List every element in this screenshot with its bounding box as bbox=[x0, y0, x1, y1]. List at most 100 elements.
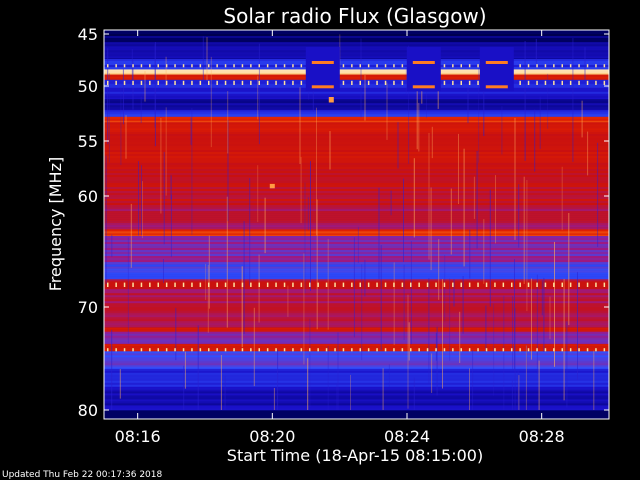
periodic-mark bbox=[527, 64, 530, 68]
periodic-mark bbox=[140, 282, 143, 287]
heatmap-band bbox=[104, 305, 609, 308]
noise-streak bbox=[535, 38, 537, 64]
periodic-mark bbox=[216, 64, 218, 68]
noise-streak bbox=[127, 237, 129, 344]
noise-streak bbox=[277, 349, 279, 410]
periodic-mark bbox=[107, 348, 109, 352]
periodic-mark bbox=[401, 64, 404, 68]
periodic-mark bbox=[191, 64, 193, 68]
periodic-mark bbox=[502, 348, 505, 352]
heatmap-band bbox=[104, 335, 609, 338]
heatmap-band bbox=[104, 407, 609, 410]
noise-streak bbox=[165, 56, 167, 86]
heatmap-band bbox=[104, 103, 609, 106]
periodic-mark bbox=[519, 348, 521, 352]
heatmap-band bbox=[104, 327, 609, 328]
periodic-mark bbox=[511, 348, 513, 352]
heatmap-band bbox=[104, 295, 609, 298]
noise-streak bbox=[431, 353, 433, 393]
heatmap-band bbox=[104, 343, 609, 345]
periodic-mark bbox=[199, 282, 202, 287]
periodic-mark bbox=[452, 348, 454, 352]
noise-streak bbox=[517, 370, 519, 410]
noise-streak bbox=[538, 360, 540, 410]
noise-streak bbox=[435, 332, 437, 361]
noise-streak bbox=[226, 196, 228, 328]
periodic-mark bbox=[342, 64, 345, 68]
heatmap-band bbox=[104, 386, 609, 390]
heatmap-band bbox=[104, 185, 609, 188]
noise-streak bbox=[350, 374, 351, 410]
periodic-mark bbox=[149, 348, 151, 352]
noise-streak bbox=[418, 102, 420, 152]
periodic-mark bbox=[334, 282, 336, 287]
heatmap-band bbox=[104, 405, 609, 408]
periodic-mark bbox=[401, 348, 404, 352]
noise-streak bbox=[108, 73, 110, 163]
periodic-mark bbox=[241, 80, 244, 85]
heatmap-band bbox=[104, 331, 609, 334]
periodic-mark bbox=[468, 282, 471, 287]
noise-streak bbox=[360, 38, 362, 118]
heatmap-band bbox=[104, 238, 609, 241]
heatmap-band bbox=[104, 327, 609, 330]
periodic-mark bbox=[586, 348, 589, 352]
heatmap-band bbox=[104, 270, 609, 273]
x-tick-label: 08:20 bbox=[249, 427, 295, 446]
heatmap-band bbox=[104, 162, 609, 164]
periodic-mark bbox=[115, 80, 117, 85]
heatmap-band bbox=[104, 34, 609, 37]
heatmap-band bbox=[104, 195, 609, 198]
heatmap-band bbox=[104, 42, 609, 45]
heatmap-band bbox=[104, 274, 609, 277]
periodic-mark bbox=[468, 348, 471, 352]
periodic-mark bbox=[351, 348, 353, 352]
noise-streak bbox=[514, 308, 516, 410]
periodic-mark bbox=[569, 348, 572, 352]
heatmap-band bbox=[104, 209, 609, 212]
heatmap-band bbox=[104, 323, 609, 326]
noise-streak bbox=[563, 278, 565, 401]
heatmap-band bbox=[104, 281, 609, 284]
heatmap-band bbox=[104, 56, 609, 59]
periodic-mark bbox=[553, 282, 555, 287]
heatmap-band bbox=[104, 276, 609, 279]
y-tick-label: 80 bbox=[78, 401, 98, 420]
periodic-mark bbox=[325, 348, 328, 352]
heatmap-band bbox=[104, 341, 609, 344]
heatmap-band bbox=[104, 225, 609, 228]
noise-streak bbox=[327, 238, 329, 330]
noise-streak bbox=[191, 108, 193, 235]
periodic-mark bbox=[511, 282, 513, 287]
periodic-mark bbox=[182, 80, 185, 85]
periodic-mark bbox=[452, 80, 454, 85]
noise-streak bbox=[489, 189, 491, 307]
burst bbox=[485, 61, 508, 64]
noise-streak bbox=[438, 239, 440, 300]
noise-streak bbox=[227, 120, 229, 222]
heatmap-band bbox=[104, 85, 609, 89]
noise-streak bbox=[531, 278, 532, 360]
noise-streak bbox=[210, 56, 212, 148]
periodic-mark bbox=[384, 80, 387, 85]
periodic-mark bbox=[233, 64, 235, 68]
x-tick-label: 08:16 bbox=[115, 427, 161, 446]
y-tick-label: 60 bbox=[78, 187, 98, 206]
periodic-mark bbox=[275, 80, 277, 85]
periodic-mark bbox=[250, 348, 252, 352]
periodic-mark bbox=[224, 282, 227, 287]
periodic-mark bbox=[393, 348, 395, 352]
heatmap-band bbox=[104, 52, 609, 55]
periodic-mark bbox=[199, 80, 202, 85]
heatmap-band bbox=[104, 307, 609, 310]
heatmap-band bbox=[104, 81, 609, 85]
periodic-mark bbox=[208, 64, 210, 68]
periodic-mark bbox=[258, 80, 260, 85]
heatmap-band bbox=[104, 315, 609, 318]
noise-streak bbox=[514, 259, 515, 372]
periodic-mark bbox=[595, 348, 597, 352]
noise-streak bbox=[141, 165, 142, 235]
periodic-mark bbox=[140, 64, 143, 68]
periodic-mark bbox=[393, 80, 395, 85]
periodic-mark bbox=[216, 282, 218, 287]
